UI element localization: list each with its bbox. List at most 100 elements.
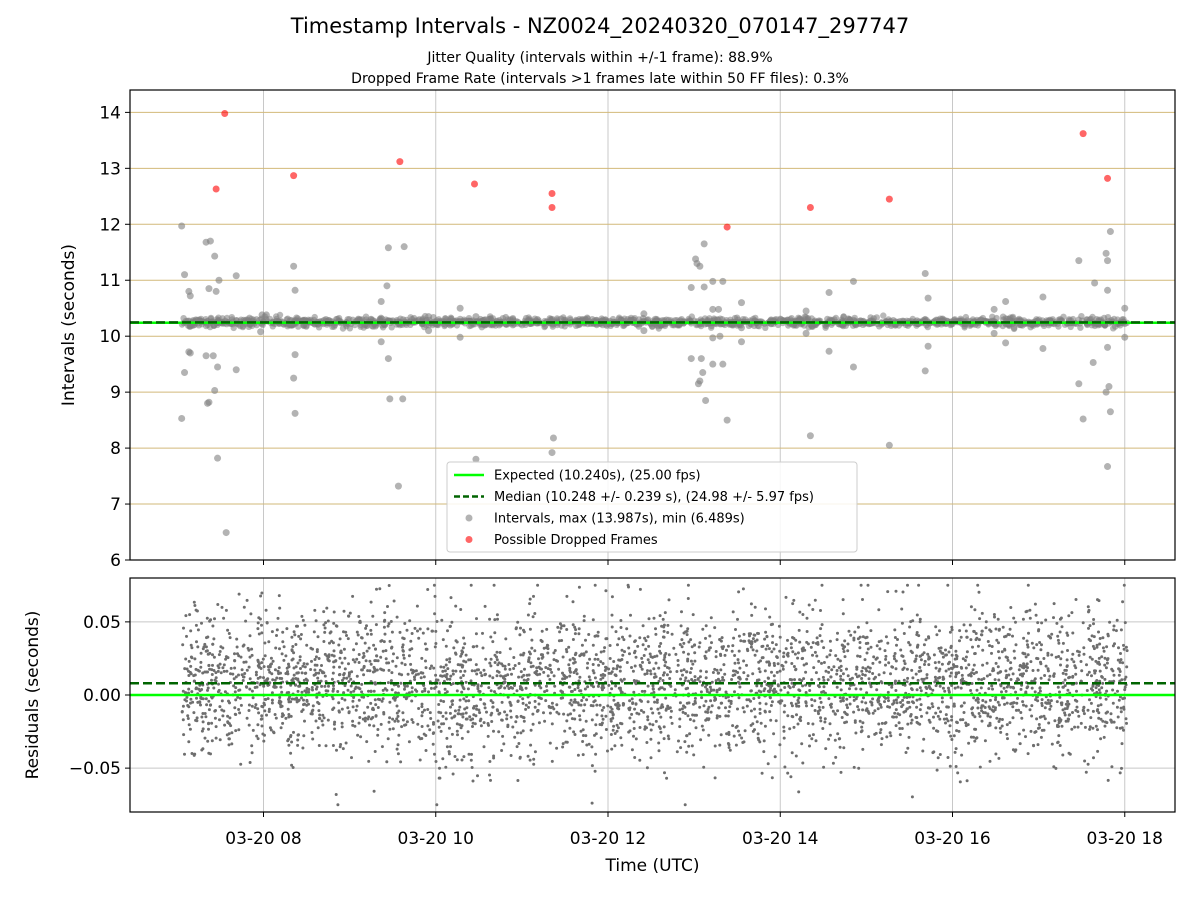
residual-point: [827, 697, 831, 701]
residual-point: [654, 632, 658, 636]
residual-point: [1036, 657, 1040, 661]
residual-point: [550, 701, 554, 705]
residual-point: [194, 623, 198, 627]
interval-outlier-point: [456, 333, 464, 341]
residual-point: [1046, 698, 1050, 702]
residual-point: [1076, 725, 1080, 729]
residual-point: [233, 659, 237, 663]
residual-point: [594, 723, 598, 727]
residual-point: [876, 707, 880, 711]
residual-point: [296, 689, 300, 693]
residual-point: [574, 700, 578, 704]
residual-point: [875, 644, 879, 648]
interval-outlier-point: [178, 414, 186, 422]
residual-point: [692, 719, 696, 723]
residual-point: [858, 641, 862, 644]
residual-point: [617, 637, 621, 641]
residual-point: [822, 685, 826, 689]
residual-point: [1096, 728, 1099, 732]
residual-point: [1020, 716, 1024, 720]
residual-point: [196, 628, 200, 632]
residual-point: [808, 734, 812, 738]
top-y-tick-label: 13: [99, 159, 121, 179]
residual-point: [251, 728, 255, 732]
residual-point: [821, 705, 825, 709]
residual-point: [914, 672, 918, 676]
residual-point: [502, 742, 506, 746]
residual-point: [327, 653, 331, 657]
residual-point: [872, 677, 876, 681]
residual-point: [663, 611, 667, 615]
residual-point: [1060, 724, 1064, 728]
residual-point: [704, 699, 708, 703]
residual-point: [593, 583, 597, 587]
residual-point: [343, 684, 347, 688]
residual-point: [473, 669, 477, 673]
residual-point: [880, 737, 884, 741]
residual-point: [454, 669, 458, 673]
residual-point: [180, 710, 184, 714]
interval-outlier-point: [384, 355, 392, 363]
residual-point: [466, 730, 470, 734]
residual-point: [1032, 646, 1036, 650]
residual-point: [192, 600, 196, 604]
residual-point: [1119, 628, 1123, 632]
residual-point: [1018, 664, 1022, 668]
residual-point: [479, 671, 483, 675]
residual-point: [853, 630, 857, 634]
residual-point: [332, 684, 335, 688]
legend-intervals-label: Intervals, max (13.987s), min (6.489s): [494, 512, 745, 527]
residual-point: [467, 752, 471, 756]
residual-point: [387, 622, 391, 626]
residual-point: [451, 772, 455, 776]
residual-point: [259, 594, 263, 598]
residual-point: [805, 630, 809, 633]
residual-point: [865, 651, 869, 655]
residual-point: [335, 748, 338, 752]
residual-point: [1034, 698, 1038, 702]
residual-point: [281, 721, 285, 725]
residual-point: [373, 698, 377, 702]
residual-point: [679, 746, 683, 750]
residual-point: [866, 709, 870, 713]
residual-point: [466, 687, 470, 691]
interval-outlier-point: [1105, 383, 1113, 391]
residual-point: [673, 688, 677, 692]
residual-point: [253, 686, 257, 689]
residual-point: [947, 690, 951, 694]
residual-point: [251, 696, 255, 700]
residual-point: [868, 666, 872, 670]
residual-point: [604, 714, 608, 718]
residual-point: [459, 676, 463, 680]
interval-outlier-point: [1075, 380, 1083, 388]
residual-point: [483, 706, 487, 710]
residual-point: [976, 700, 980, 704]
residual-point: [331, 697, 335, 701]
residual-point: [604, 589, 608, 593]
residual-point: [1060, 625, 1064, 629]
residual-point: [713, 695, 717, 699]
residual-point: [745, 677, 749, 681]
residual-point: [1021, 617, 1025, 621]
residual-point: [296, 733, 300, 737]
residual-point: [752, 697, 756, 700]
residual-point: [943, 689, 947, 693]
residual-point: [627, 646, 631, 650]
residual-point: [1103, 677, 1107, 681]
residual-point: [620, 648, 624, 652]
residual-point: [1112, 673, 1116, 677]
residual-point: [830, 668, 834, 672]
residual-point: [823, 720, 827, 724]
residual-point: [607, 667, 611, 671]
residual-point: [1022, 728, 1026, 732]
residual-point: [634, 702, 638, 706]
residual-point: [360, 682, 364, 686]
interval-outlier-point: [1039, 293, 1047, 301]
residual-point: [651, 711, 655, 715]
residual-point: [303, 719, 306, 723]
residual-point: [896, 638, 899, 641]
residual-point: [841, 612, 845, 616]
residual-point: [433, 645, 437, 649]
residual-point: [896, 712, 900, 716]
residual-point: [685, 670, 689, 674]
